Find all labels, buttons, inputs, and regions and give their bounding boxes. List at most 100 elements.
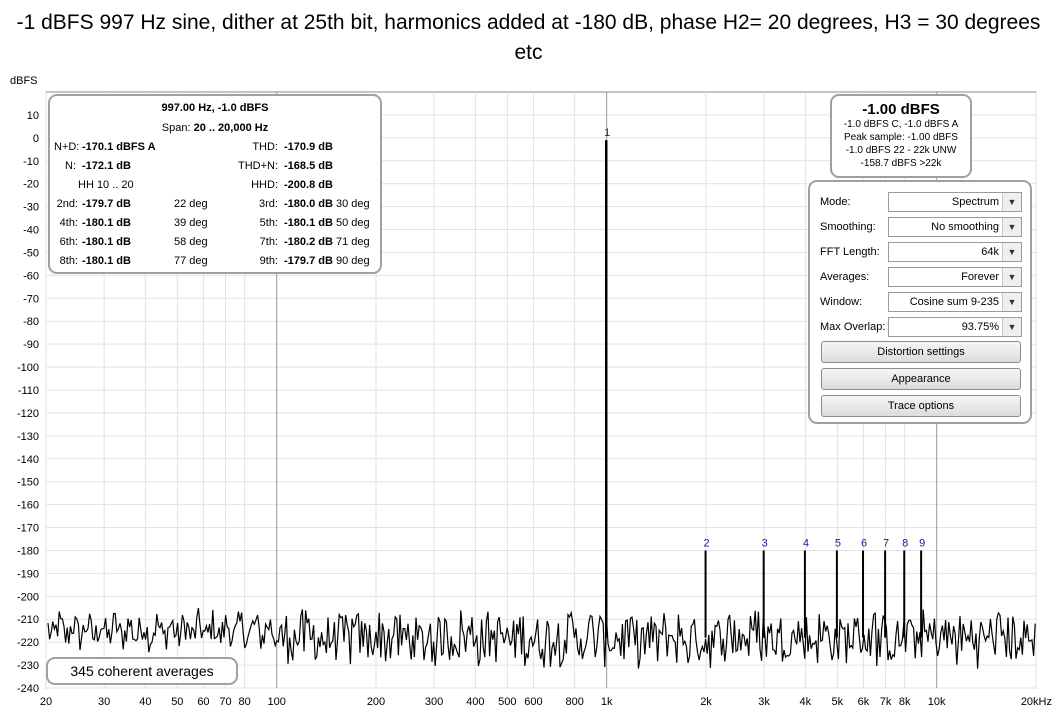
x-tick-label: 500 <box>498 696 516 708</box>
max-overlap-select[interactable]: 93.75% ▼ <box>888 317 1022 337</box>
y-tick-label: -240 <box>17 683 39 695</box>
thdn-value: -168.5 dB <box>284 160 333 172</box>
chevron-down-icon[interactable]: ▼ <box>1002 268 1021 286</box>
hhd-label: HHD: <box>251 179 278 191</box>
x-tick-label: 60 <box>197 696 209 708</box>
y-tick-label: -200 <box>17 591 39 603</box>
chevron-down-icon[interactable]: ▼ <box>1002 243 1021 261</box>
smoothing-select[interactable]: No smoothing ▼ <box>888 217 1022 237</box>
max-overlap-label: Max Overlap: <box>820 321 886 333</box>
harmonic-label: 6th: <box>59 236 78 248</box>
thd-value: -170.9 dB <box>284 141 333 153</box>
n-value: -172.1 dB <box>82 160 131 172</box>
harmonic-label: 7th: <box>259 236 278 248</box>
x-tick-label: 70 <box>219 696 231 708</box>
chevron-down-icon[interactable]: ▼ <box>1002 293 1021 311</box>
y-tick-label: -170 <box>17 523 39 535</box>
appearance-button[interactable]: Appearance <box>821 368 1021 390</box>
fft-length-label: FFT Length: <box>820 246 880 258</box>
peak-marker-7: 7 <box>883 537 889 549</box>
averages-select[interactable]: Forever ▼ <box>888 267 1022 287</box>
harmonic-phase: 58 deg <box>174 236 208 248</box>
y-tick-label: 0 <box>33 133 39 145</box>
y-tick-label: -100 <box>17 362 39 374</box>
harmonic-value: -180.0 dB <box>284 198 333 210</box>
y-tick-label: -40 <box>23 225 39 237</box>
peak-marker-4: 4 <box>803 537 809 549</box>
peak-marker-5: 5 <box>835 537 841 549</box>
trace-options-button[interactable]: Trace options <box>821 395 1021 417</box>
y-tick-label: -230 <box>17 660 39 672</box>
harmonic-value: -180.1 dB <box>82 236 131 248</box>
harmonic-value: -179.7 dB <box>284 255 333 267</box>
span-value: 20 .. 20,000 Hz <box>193 122 269 134</box>
averages-label: Averages: <box>820 271 870 283</box>
mode-value: Spectrum <box>951 196 999 208</box>
peak-sample-level: Peak sample: -1.00 dBFS <box>844 132 958 143</box>
window-row: Window: Cosine sum 9-235 ▼ <box>820 292 1024 314</box>
y-tick-label: -160 <box>17 500 39 512</box>
fft-length-select[interactable]: 64k ▼ <box>888 242 1022 262</box>
averages-value: Forever <box>961 271 999 283</box>
thd-label: THD: <box>252 141 278 153</box>
window-select[interactable]: Cosine sum 9-235 ▼ <box>888 292 1022 312</box>
chevron-down-icon[interactable]: ▼ <box>1002 218 1021 236</box>
mode-label: Mode: <box>820 196 851 208</box>
y-tick-label: -210 <box>17 614 39 626</box>
x-tick-label: 4k <box>800 696 812 708</box>
x-tick-label: 7k <box>880 696 892 708</box>
smoothing-label: Smoothing: <box>820 221 876 233</box>
y-tick-labels: 10 0 -10 -20 -30 -40 -50 -60 -70 -80 -90 -100 -110 -1… <box>17 110 39 695</box>
x-tick-label: 2k <box>700 696 712 708</box>
above-22k-level: -158.7 dBFS >22k <box>860 158 942 169</box>
stats-header: 997.00 Hz, -1.0 dBFS <box>161 102 269 114</box>
peak-marker-3: 3 <box>762 537 768 549</box>
span-label: Span: <box>161 122 191 134</box>
harmonic-value: -180.2 dB <box>284 236 333 248</box>
nd-label: N+D: <box>54 141 80 153</box>
max-overlap-value: 93.75% <box>961 321 999 333</box>
y-tick-label: -220 <box>17 637 39 649</box>
harmonic-value: -180.1 dB <box>284 217 333 229</box>
fft-length-row: FFT Length: 64k ▼ <box>820 242 1024 264</box>
chevron-down-icon[interactable]: ▼ <box>1002 193 1021 211</box>
peak-marker-8: 8 <box>902 537 908 549</box>
x-tick-label: 8k <box>899 696 911 708</box>
y-tick-label: -180 <box>17 545 39 557</box>
max-overlap-row: Max Overlap: 93.75% ▼ <box>820 317 1024 339</box>
y-tick-label: -70 <box>23 293 39 305</box>
y-tick-label: -60 <box>23 270 39 282</box>
y-tick-label: -120 <box>17 408 39 420</box>
harmonic-value: -179.7 dB <box>82 198 131 210</box>
y-tick-label: -90 <box>23 339 39 351</box>
x-tick-label: 20 <box>40 696 52 708</box>
distortion-settings-button[interactable]: Distortion settings <box>821 341 1021 363</box>
x-tick-label: 80 <box>239 696 251 708</box>
harmonic-label: 8th: <box>59 255 78 267</box>
peak-marker-2: 2 <box>704 537 710 549</box>
x-tick-label: 300 <box>425 696 443 708</box>
harmonic-label: 5th: <box>259 217 278 229</box>
chart-title: -1 dBFS 997 Hz sine, dither at 25th bit,… <box>16 11 1041 64</box>
harmonic-phase: 39 deg <box>174 217 208 229</box>
harmonic-label: 3rd: <box>259 198 278 210</box>
peak-level-value: -1.00 dBFS <box>862 101 940 118</box>
harmonic-phase: 22 deg <box>174 198 208 210</box>
harmonic-peaks: 1 2 3 4 5 6 7 8 9 <box>604 127 925 638</box>
x-tick-label: 200 <box>367 696 385 708</box>
x-tick-label: 800 <box>566 696 584 708</box>
x-tick-label: 20kHz <box>1021 696 1052 708</box>
window-value: Cosine sum 9-235 <box>909 296 999 308</box>
harmonic-label: 4th: <box>59 217 78 229</box>
rta-controls-panel: Mode: Spectrum ▼ Smoothing: No smoothing ▼… <box>808 180 1032 424</box>
y-tick-label: 10 <box>27 110 39 122</box>
x-tick-label: 30 <box>98 696 110 708</box>
harmonic-phase: 71 deg <box>336 236 370 248</box>
peak-marker-6: 6 <box>861 537 867 549</box>
smoothing-row: Smoothing: No smoothing ▼ <box>820 217 1024 239</box>
unweighted-level: -1.0 dBFS 22 - 22k UNW <box>845 145 957 156</box>
chevron-down-icon[interactable]: ▼ <box>1002 318 1021 336</box>
mode-select[interactable]: Spectrum ▼ <box>888 192 1022 212</box>
y-tick-label: -140 <box>17 454 39 466</box>
hh-range-label: HH 10 .. 20 <box>78 179 134 191</box>
